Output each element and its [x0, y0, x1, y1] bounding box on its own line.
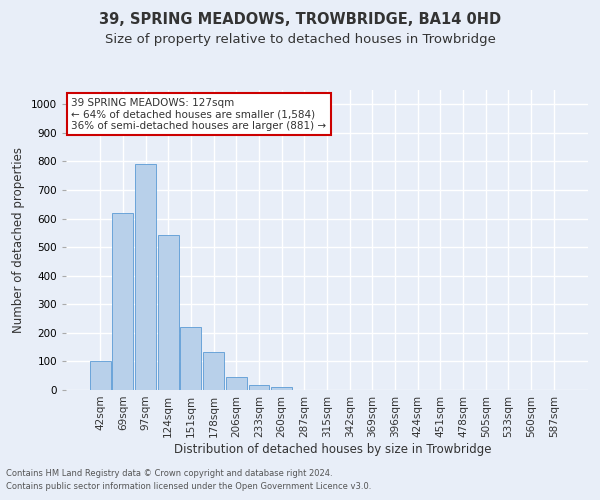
Text: 39 SPRING MEADOWS: 127sqm
← 64% of detached houses are smaller (1,584)
36% of se: 39 SPRING MEADOWS: 127sqm ← 64% of detac…	[71, 98, 326, 130]
Bar	[226, 377, 247, 390]
Bar	[112, 212, 133, 390]
Text: Contains HM Land Registry data © Crown copyright and database right 2024.: Contains HM Land Registry data © Crown c…	[6, 468, 332, 477]
Bar	[271, 387, 292, 390]
Text: Contains public sector information licensed under the Open Government Licence v3: Contains public sector information licen…	[6, 482, 371, 491]
Bar	[203, 352, 224, 390]
Text: Distribution of detached houses by size in Trowbridge: Distribution of detached houses by size …	[174, 442, 492, 456]
Bar	[135, 164, 156, 390]
Text: 39, SPRING MEADOWS, TROWBRIDGE, BA14 0HD: 39, SPRING MEADOWS, TROWBRIDGE, BA14 0HD	[99, 12, 501, 28]
Bar	[181, 326, 202, 390]
Bar	[158, 236, 179, 390]
Text: Size of property relative to detached houses in Trowbridge: Size of property relative to detached ho…	[104, 32, 496, 46]
Bar	[90, 360, 110, 390]
Bar	[248, 385, 269, 390]
Y-axis label: Number of detached properties: Number of detached properties	[12, 147, 25, 333]
